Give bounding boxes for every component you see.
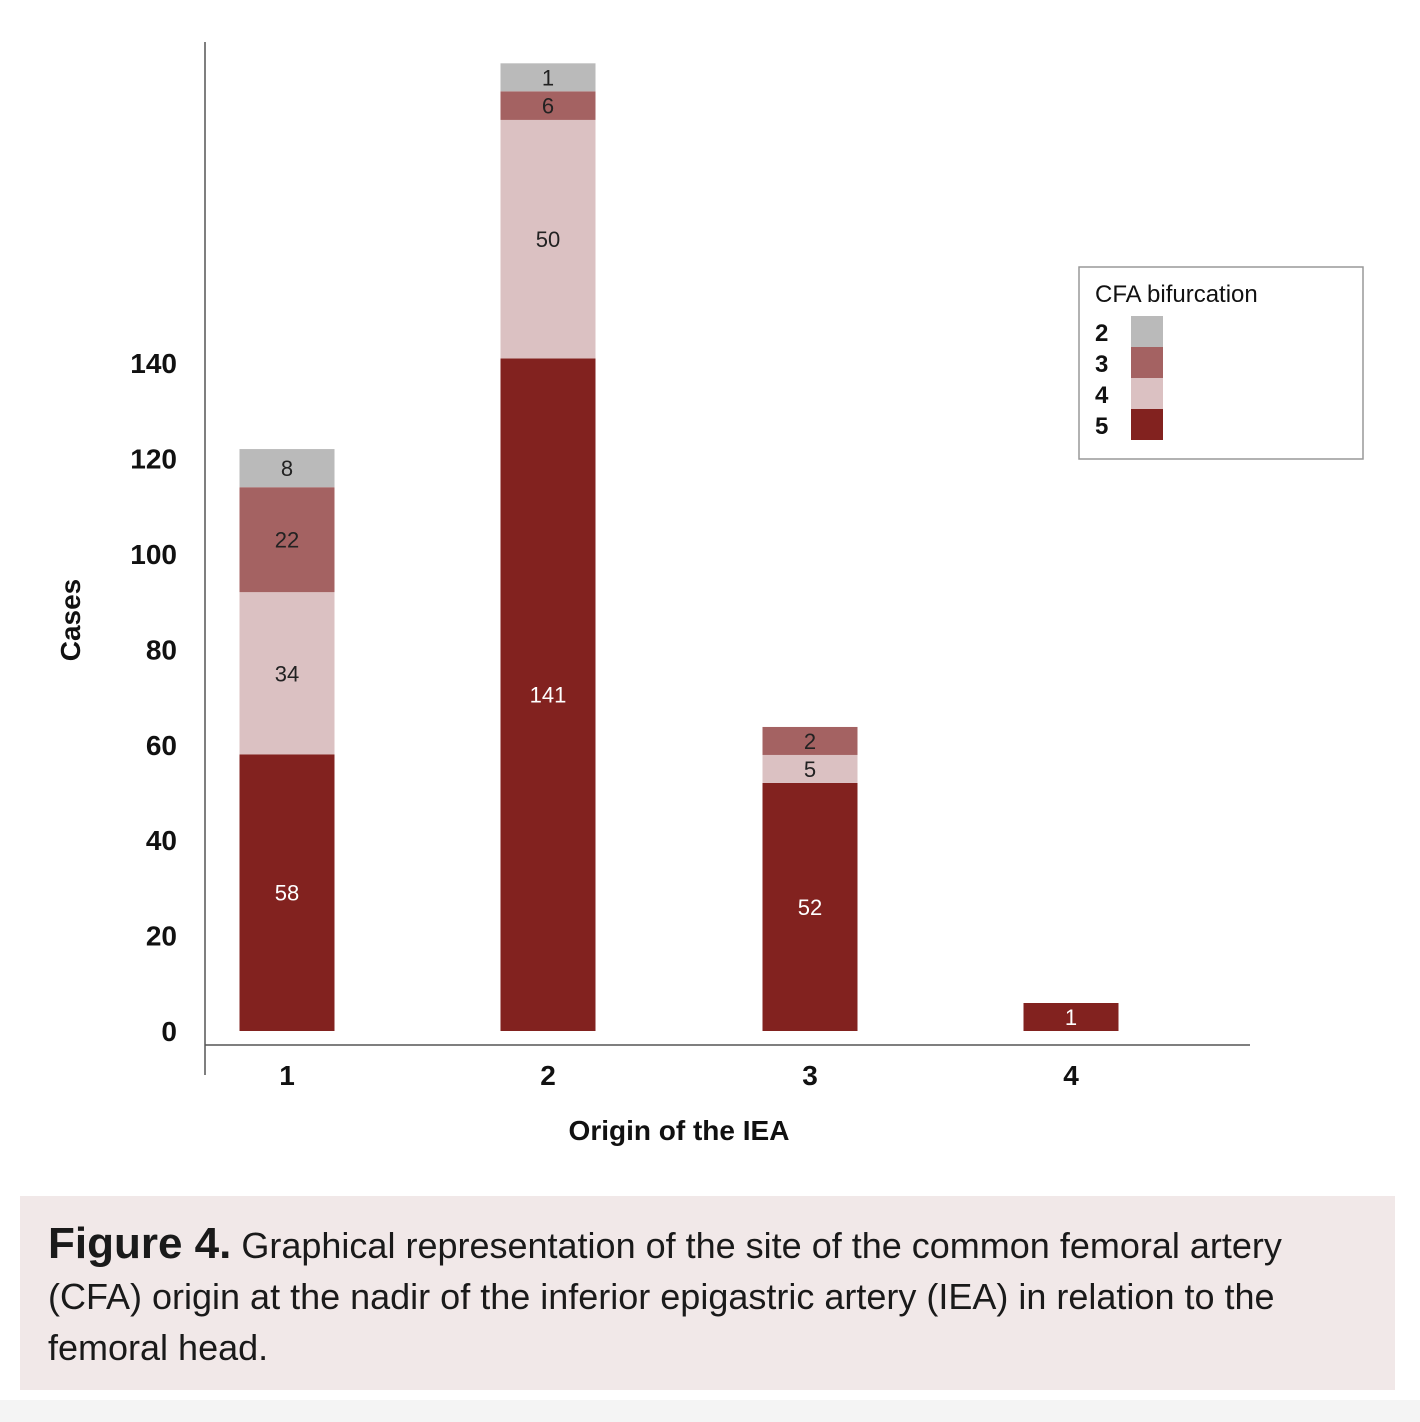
legend-label: 2 xyxy=(1095,320,1108,347)
bar-1: 58 34 22 8 xyxy=(239,449,335,1031)
bar-segment xyxy=(500,63,596,92)
data-label: 2 xyxy=(804,729,816,754)
data-label: 5 xyxy=(804,757,816,782)
data-label: 1 xyxy=(542,65,554,90)
data-label: 141 xyxy=(530,683,567,708)
y-axis-title: Cases xyxy=(55,579,86,662)
data-label: 6 xyxy=(542,94,554,119)
bar-segment xyxy=(762,726,858,755)
legend: CFA bifurcation 2 3 4 5 xyxy=(1078,266,1364,460)
y-tick-label: 80 xyxy=(146,634,177,665)
legend-label: 4 xyxy=(1095,382,1109,409)
legend-label: 3 xyxy=(1095,351,1108,378)
y-tick-label: 140 xyxy=(130,348,177,379)
bar-segment xyxy=(1023,1003,1119,1031)
caption-text: Graphical representation of the site of … xyxy=(48,1225,1282,1368)
bottom-shade xyxy=(0,1400,1420,1422)
y-tick-label: 60 xyxy=(146,730,177,761)
bar-segment xyxy=(762,782,858,1031)
legend-label: 5 xyxy=(1095,413,1108,440)
x-tick-label: 1 xyxy=(279,1060,295,1091)
bar-segment xyxy=(239,592,335,755)
legend-swatch xyxy=(1131,316,1163,347)
data-label: 50 xyxy=(536,227,560,252)
bar-4: 1 xyxy=(1023,1003,1119,1031)
bar-segment xyxy=(762,754,858,783)
bar-segment xyxy=(500,358,596,1031)
x-axis-title: Origin of the IEA xyxy=(569,1115,790,1146)
data-label: 22 xyxy=(275,528,299,553)
y-tick-label: 40 xyxy=(146,825,177,856)
x-tick-label: 4 xyxy=(1063,1060,1079,1091)
y-tick-label: 0 xyxy=(161,1016,177,1047)
legend-swatch xyxy=(1131,347,1163,378)
bar-segment xyxy=(239,487,335,593)
legend-swatch xyxy=(1131,378,1163,409)
caption-label: Figure 4. xyxy=(48,1219,232,1268)
bar-segment xyxy=(239,449,335,488)
y-tick-label: 20 xyxy=(146,921,177,952)
y-tick-label: 100 xyxy=(130,539,177,570)
bar-segment xyxy=(500,119,596,359)
data-label: 1 xyxy=(1065,1005,1077,1030)
legend-title: CFA bifurcation xyxy=(1095,281,1258,308)
x-tick-label: 2 xyxy=(540,1060,556,1091)
data-label: 52 xyxy=(798,895,822,920)
y-tick-label: 120 xyxy=(130,444,177,475)
data-label: 8 xyxy=(281,456,293,481)
figure-caption: Figure 4. Graphical representation of the… xyxy=(20,1196,1395,1390)
bar-segment xyxy=(239,754,335,1031)
legend-box xyxy=(1078,266,1364,460)
x-tick-label: 3 xyxy=(802,1060,818,1091)
bar-segment xyxy=(500,91,596,120)
legend-swatch xyxy=(1131,409,1163,440)
data-label: 34 xyxy=(275,661,299,686)
data-label: 58 xyxy=(275,881,299,906)
bar-2: 141 50 6 1 xyxy=(500,63,596,1031)
